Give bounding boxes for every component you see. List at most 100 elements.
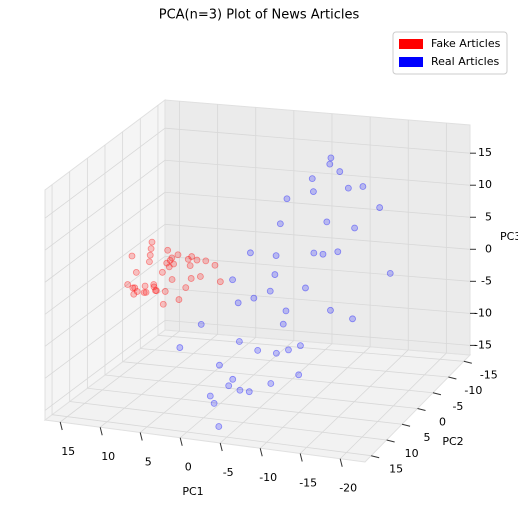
x-tick-label: 5 <box>145 455 152 468</box>
z-tick-label: 15 <box>478 146 492 159</box>
y-tick-label: -10 <box>464 384 482 397</box>
x-tick <box>339 458 343 467</box>
back-pane <box>164 99 471 356</box>
data-point <box>323 218 331 226</box>
y-tick <box>432 392 442 396</box>
grid-line <box>164 287 471 314</box>
data-point <box>308 175 316 183</box>
data-point <box>166 256 174 264</box>
legend-swatch <box>399 57 423 67</box>
data-point <box>130 290 138 298</box>
data-point <box>196 273 204 280</box>
data-point <box>141 282 149 290</box>
grid-line <box>44 191 166 283</box>
y-tick <box>463 360 472 364</box>
y-tick-label: 5 <box>424 431 431 444</box>
data-point <box>229 276 236 284</box>
grid-line <box>164 127 471 154</box>
grid-line <box>164 159 471 186</box>
data-point <box>215 423 223 430</box>
data-point <box>129 284 137 292</box>
data-point <box>310 249 318 257</box>
data-point <box>376 204 384 211</box>
data-point <box>247 249 254 257</box>
y-tick <box>371 455 380 459</box>
data-point <box>245 388 253 396</box>
data-point <box>197 320 205 328</box>
data-point <box>236 386 244 394</box>
data-point <box>344 184 352 192</box>
data-point <box>336 168 344 175</box>
data-point <box>210 399 218 407</box>
grid-line <box>87 387 403 425</box>
data-point <box>272 252 280 259</box>
y-tick-label: 0 <box>439 416 446 429</box>
grid-line <box>44 127 166 219</box>
data-point <box>152 287 159 295</box>
x-tick-label: 10 <box>101 450 115 463</box>
data-point <box>359 183 367 190</box>
data-point <box>225 382 233 390</box>
data-point <box>132 269 140 276</box>
grid-line <box>104 374 418 409</box>
grid-line <box>164 191 471 218</box>
grid-line <box>44 256 166 347</box>
data-point <box>186 262 194 270</box>
data-point <box>279 320 287 328</box>
grid-line <box>157 334 464 362</box>
data-point <box>133 288 141 295</box>
data-point <box>152 287 160 294</box>
data-point <box>202 257 210 265</box>
data-point <box>295 371 303 379</box>
data-point <box>334 248 342 256</box>
data-point <box>150 281 158 288</box>
x-tick-label: 15 <box>61 445 75 458</box>
data-point <box>168 254 176 262</box>
x-tick-label: -20 <box>339 482 357 495</box>
data-point <box>124 281 132 288</box>
data-point <box>146 258 153 266</box>
y-tick-label: 15 <box>389 463 403 476</box>
data-point <box>206 392 214 400</box>
data-point <box>234 299 242 307</box>
data-point <box>326 160 334 168</box>
data-point <box>327 154 335 162</box>
x-tick-label: -5 <box>223 466 234 479</box>
data-point <box>272 349 280 357</box>
data-point <box>140 289 148 296</box>
data-point <box>297 342 304 350</box>
y-tick <box>417 408 426 411</box>
data-point <box>235 338 243 345</box>
z-tick-label: 10 <box>478 178 492 191</box>
data-point <box>174 251 182 259</box>
data-point <box>267 380 275 387</box>
data-point <box>131 284 139 292</box>
z-axis-label: PC3 <box>500 230 518 243</box>
grid-line <box>122 361 433 394</box>
grid-line <box>164 223 471 250</box>
z-tick-label: 5 <box>485 210 492 223</box>
x-axis-label: PC1 <box>182 485 203 498</box>
data-point <box>285 346 292 354</box>
data-point <box>165 263 173 271</box>
data-point <box>211 261 219 269</box>
z-tick-label: -10 <box>474 306 492 319</box>
data-point <box>176 344 184 351</box>
data-point <box>147 245 155 253</box>
data-point <box>164 246 172 254</box>
grid-line <box>44 288 166 379</box>
grid-line <box>44 320 166 411</box>
data-point <box>148 238 156 246</box>
data-point <box>163 259 171 267</box>
data-point <box>216 278 224 286</box>
grid-line <box>52 414 372 457</box>
x-tick <box>299 453 303 462</box>
data-point <box>327 306 334 314</box>
data-point <box>386 269 394 277</box>
data-point <box>276 220 284 228</box>
data-point <box>187 275 195 282</box>
grid-line <box>164 255 471 282</box>
x-tick-label: -15 <box>299 476 317 489</box>
legend-swatch <box>399 39 423 49</box>
